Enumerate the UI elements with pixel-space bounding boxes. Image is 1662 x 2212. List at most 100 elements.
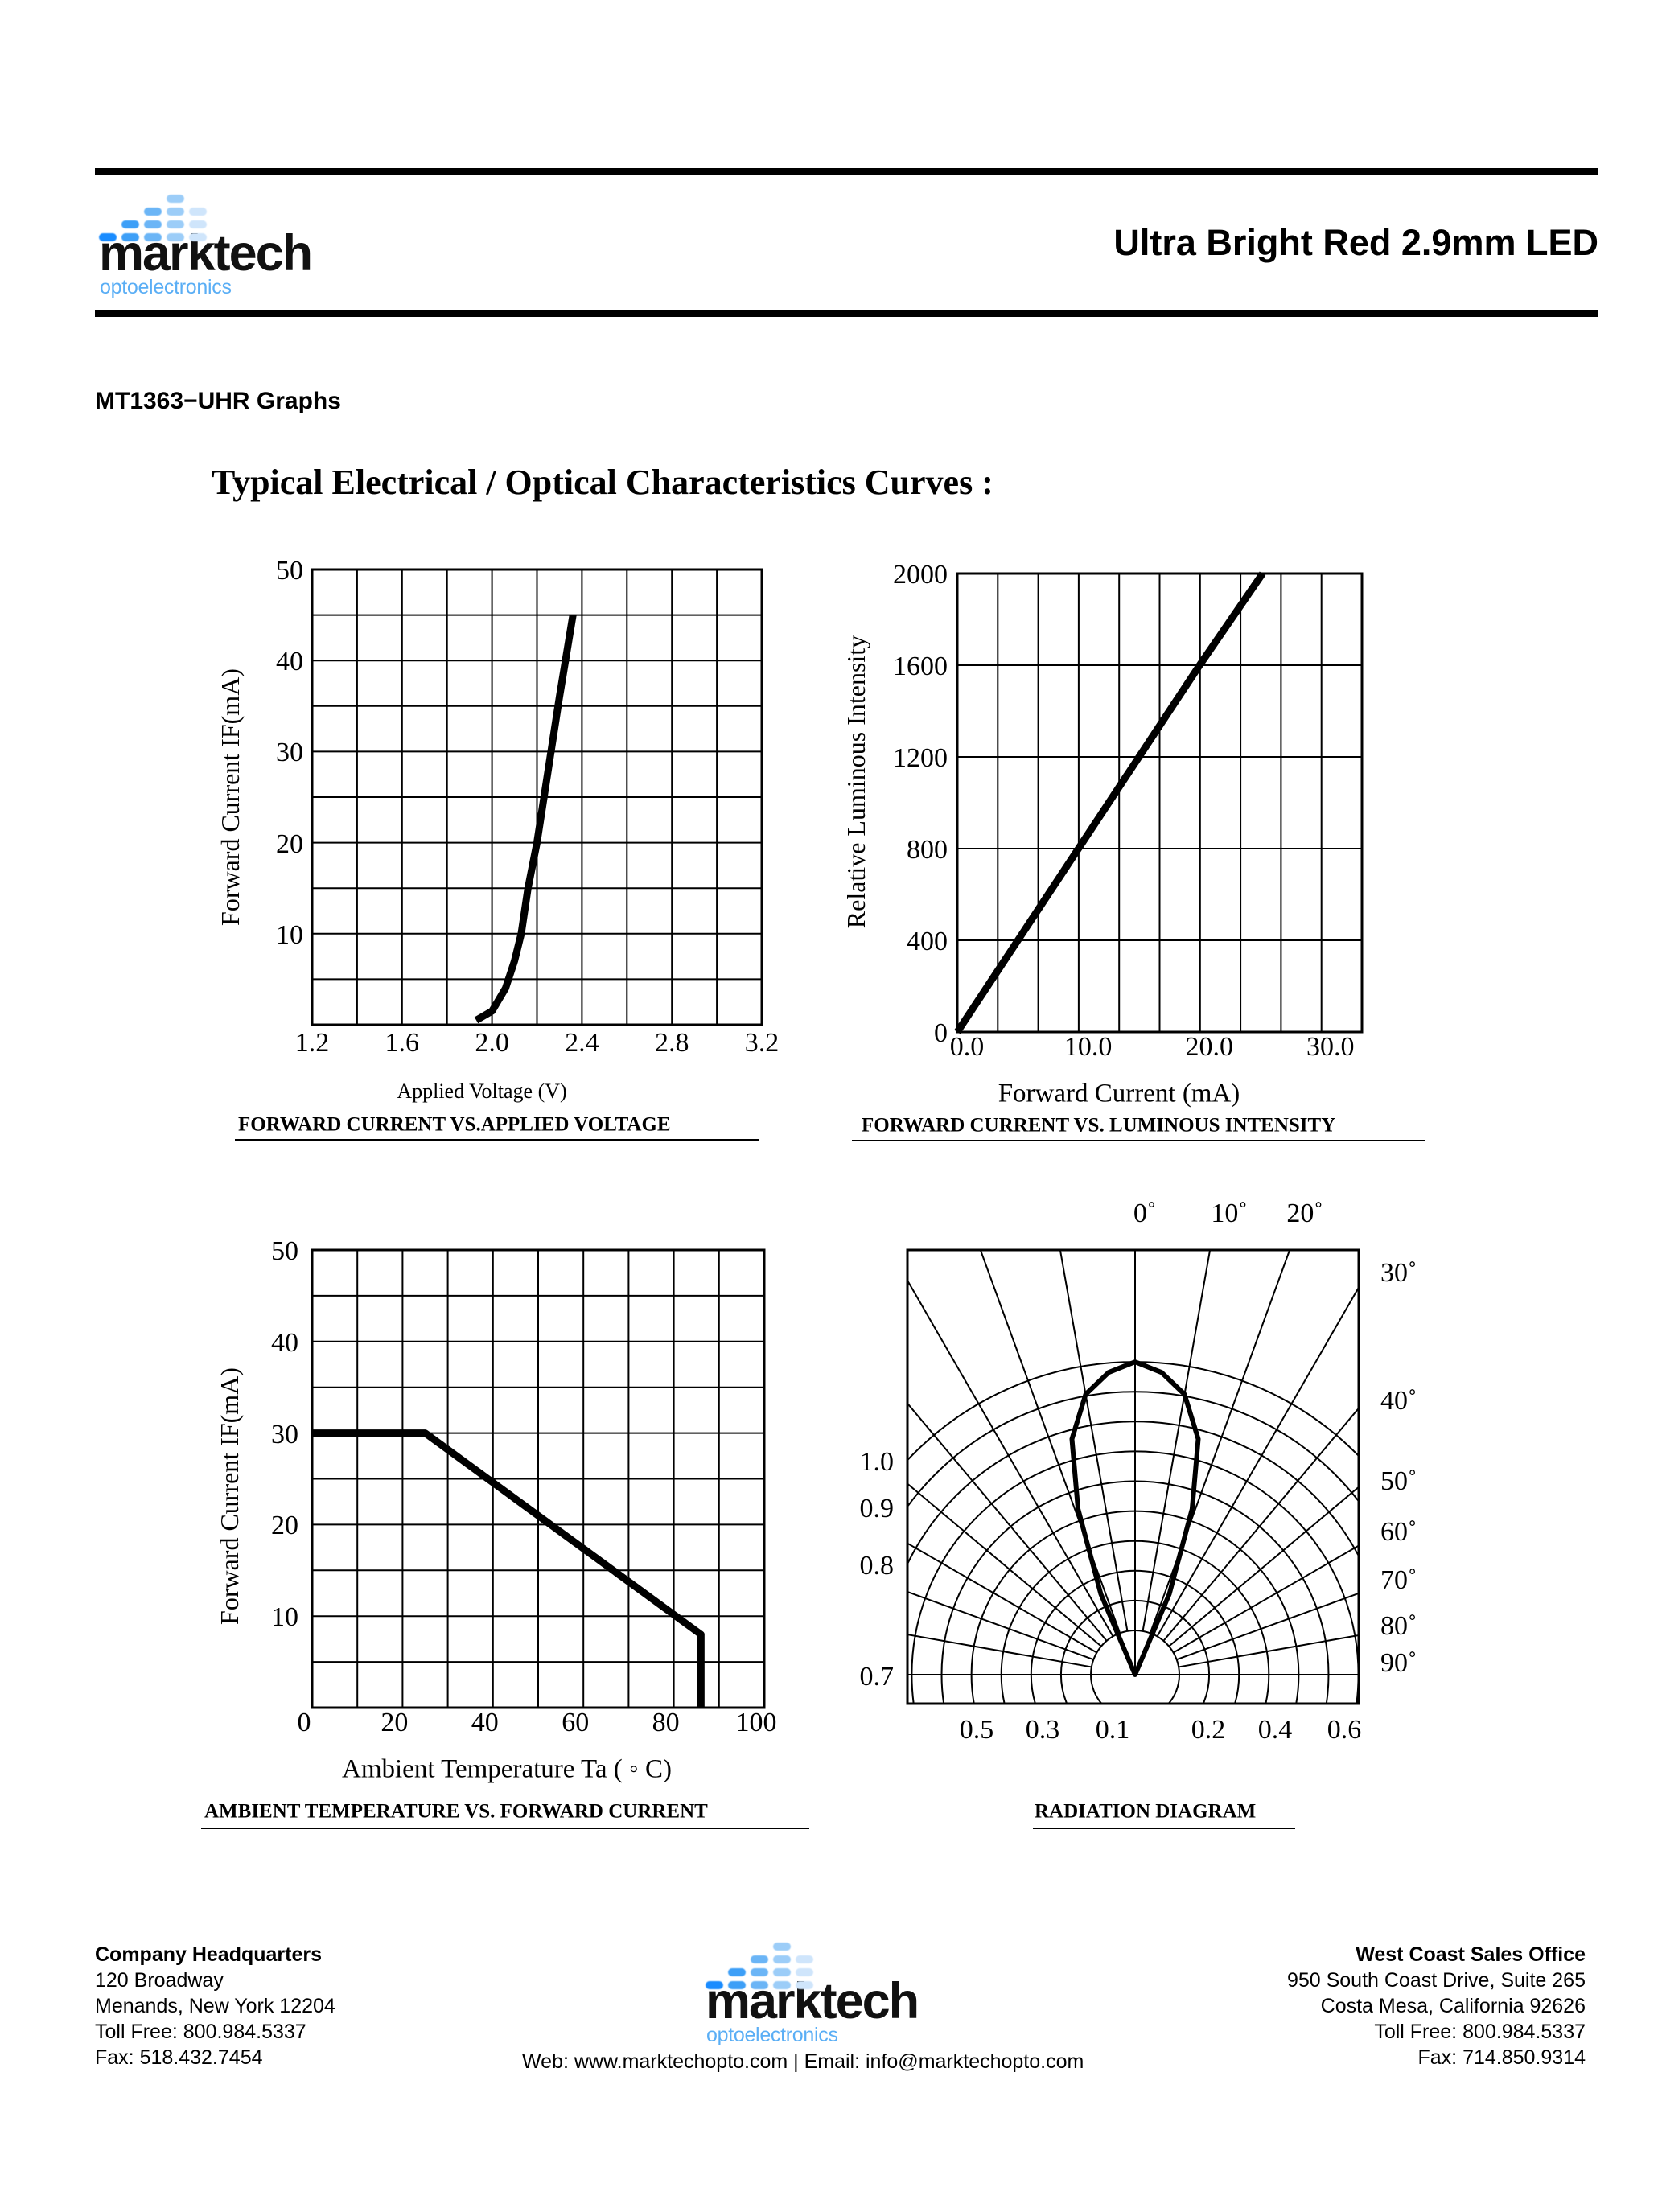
y-tick-label: 10 — [276, 919, 303, 950]
plot-frame — [311, 1248, 766, 1709]
y-tick-label: 2000 — [893, 560, 948, 590]
logo-dot — [144, 220, 162, 228]
header-top-rule — [95, 168, 1598, 175]
radial-line — [907, 1402, 1108, 1642]
logo-dot — [751, 1981, 768, 1989]
chart-title: RADIATION DIAGRAM — [1035, 1800, 1257, 1823]
radial-line — [1142, 1250, 1212, 1632]
x-tick-label: 20 — [381, 1708, 409, 1737]
logo-dot — [189, 220, 207, 228]
angle-label: 0˚ — [1133, 1199, 1157, 1228]
marktech-logo: marktech optoelectronics — [99, 191, 389, 303]
logo-dot — [167, 220, 184, 228]
chart-title-underline — [201, 1828, 809, 1829]
plot-frame — [956, 572, 1364, 1034]
x-tick-label: 1.2 — [294, 1028, 330, 1058]
west-title: West Coast Sales Office — [1356, 1943, 1586, 1966]
y-axis-label: Forward Current IF(mA) — [215, 1367, 244, 1625]
y-tick-label: 20 — [276, 828, 303, 859]
logo-dot — [728, 1968, 746, 1976]
angle-label: 10˚ — [1211, 1199, 1248, 1228]
x-axis-label: Ambient Temperature Ta ( ◦ C) — [342, 1754, 672, 1784]
x-tick-label: 2.4 — [565, 1028, 599, 1058]
radial-line — [907, 1590, 1094, 1661]
logo-dot — [728, 1981, 746, 1989]
logo-dot — [773, 1968, 791, 1976]
chart-title-underline — [1033, 1828, 1295, 1829]
hq-address: Company Headquarters 120 Broadway Menand… — [95, 1942, 335, 2070]
y-tick-label: 400 — [907, 927, 948, 956]
angle-label: 30˚ — [1380, 1258, 1417, 1288]
logo-dot — [773, 1981, 791, 1989]
angle-label: 70˚ — [1380, 1565, 1417, 1595]
logo-dot — [751, 1968, 768, 1976]
logo-dot — [773, 1955, 791, 1963]
intensity-label: 1.0 — [859, 1447, 895, 1477]
x-axis-label: Applied Voltage (V) — [397, 1079, 567, 1103]
logo-dot — [121, 220, 139, 228]
x-tick-label: 0.0 — [949, 1032, 985, 1062]
y-tick-label: 20 — [271, 1511, 298, 1541]
x-axis-label: Forward Current (mA) — [998, 1079, 1240, 1108]
curves-heading: Typical Electrical / Optical Characteris… — [212, 463, 993, 502]
logo-subtitle: optoelectronics — [100, 276, 232, 298]
logo-dot — [121, 233, 139, 241]
x-tick-label: 100 — [735, 1708, 777, 1737]
intensity-label: 0.3 — [1025, 1715, 1060, 1745]
angle-label: 90˚ — [1380, 1648, 1417, 1678]
x-tick-label: 20.0 — [1185, 1032, 1233, 1062]
logo-dot — [796, 1968, 813, 1976]
intensity-label: 0.5 — [959, 1715, 994, 1745]
x-tick-label: 2.0 — [475, 1028, 509, 1058]
radiation-diagram — [907, 1250, 1359, 1704]
document-title: Ultra Bright Red 2.9mm LED — [1113, 222, 1598, 263]
x-tick-label: 80 — [652, 1708, 680, 1737]
chart-title-underline — [235, 1139, 759, 1141]
y-tick-label: 50 — [271, 1236, 298, 1266]
west-fax: Fax: 714.850.9314 — [1417, 2046, 1586, 2069]
plot-frame — [311, 568, 763, 1026]
intensity-label: 0.6 — [1327, 1715, 1362, 1745]
x-tick-label: 10.0 — [1063, 1032, 1113, 1062]
series-line — [474, 614, 577, 1024]
chart-title-underline — [852, 1140, 1425, 1141]
logo-dot — [144, 208, 162, 216]
chart-title: FORWARD CURRENT VS.APPLIED VOLTAGE — [238, 1113, 671, 1136]
y-tick-label: 50 — [276, 556, 303, 586]
hq-phone: Toll Free: 800.984.5337 — [95, 2021, 306, 2043]
angle-label: 20˚ — [1286, 1199, 1323, 1228]
radial-line — [1156, 1285, 1359, 1637]
y-tick-label: 800 — [907, 835, 948, 865]
west-line: 950 South Coast Drive, Suite 265 — [1286, 1969, 1586, 1992]
y-axis-label: Relative Luminous Intensity — [841, 635, 870, 929]
section-title: MT1363−UHR Graphs — [95, 388, 341, 414]
angle-label: 50˚ — [1380, 1466, 1417, 1496]
x-tick-label: 0 — [297, 1708, 311, 1737]
radial-line — [1178, 1634, 1359, 1668]
hq-title: Company Headquarters — [95, 1943, 323, 1966]
intensity-label: 0.9 — [859, 1494, 895, 1523]
radiation-lobe — [1069, 1359, 1201, 1677]
x-tick-label: 3.2 — [744, 1028, 780, 1058]
radial-line — [1173, 1544, 1359, 1654]
web-email-line[interactable]: Web: www.marktechopto.com | Email: info@… — [522, 2050, 1084, 2073]
intensity-label: 0.4 — [1257, 1715, 1293, 1745]
west-line: Costa Mesa, California 92626 — [1320, 1995, 1586, 2017]
logo-dot — [706, 1981, 723, 1989]
y-tick-label: 40 — [276, 647, 303, 677]
angle-label: 40˚ — [1380, 1386, 1417, 1416]
series-line — [954, 571, 1266, 1034]
logo-dot — [796, 1981, 813, 1989]
luminous-intensity-chart — [954, 571, 1364, 1034]
chart-title: AMBIENT TEMPERATURE VS. FORWARD CURRENT — [204, 1800, 708, 1823]
west-phone: Toll Free: 800.984.5337 — [1374, 2021, 1586, 2043]
logo-dot — [773, 1943, 791, 1951]
y-tick-label: 40 — [271, 1327, 298, 1358]
x-tick-label: 2.8 — [654, 1028, 689, 1058]
series-line — [312, 1429, 705, 1708]
x-tick-label: 60 — [562, 1708, 590, 1737]
hq-line: Menands, New York 12204 — [95, 1995, 335, 2017]
chart-title: FORWARD CURRENT VS. LUMINOUS INTENSITY — [862, 1114, 1336, 1137]
radial-line — [1059, 1250, 1129, 1632]
